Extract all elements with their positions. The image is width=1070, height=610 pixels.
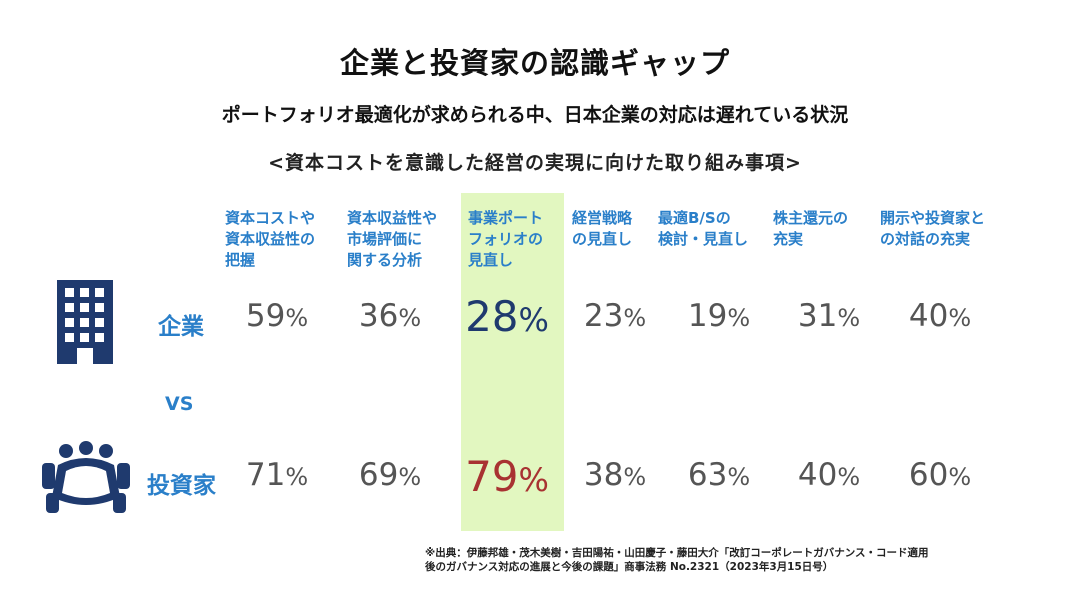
value-cell: 69% — [335, 457, 445, 493]
page-title: 企業と投資家の認識ギャップ — [339, 46, 730, 80]
column-header-line: 事業ポート — [468, 209, 544, 227]
value-number: 28 — [465, 292, 519, 341]
value-unit: % — [398, 304, 422, 332]
value-unit: % — [518, 461, 549, 499]
column-header: 資本コストや 資本収益性の 把握 — [225, 208, 315, 271]
column-header-line: 見直し — [468, 251, 514, 269]
value-unit: % — [837, 463, 861, 491]
column-header-line: 検討・見直し — [658, 230, 749, 248]
value-unit: % — [727, 304, 751, 332]
value-unit: % — [948, 463, 972, 491]
value-cell: 31% — [774, 298, 884, 334]
column-header-line: 資本収益性の — [225, 230, 316, 248]
column-header: 事業ポートフォリオの見直し — [468, 208, 543, 271]
column-header-line: 関する分析 — [347, 251, 423, 269]
value-number: 60 — [908, 457, 949, 493]
value-number: 23 — [583, 298, 624, 334]
value-number: 69 — [358, 457, 399, 493]
value-cell: 23% — [560, 298, 670, 334]
column-header-line: 最適B/Sの — [658, 209, 731, 227]
value-unit: % — [837, 304, 861, 332]
column-header: 開示や投資家と の対話の充実 — [880, 208, 985, 250]
column-header-line: 把握 — [225, 251, 256, 269]
value-unit: % — [623, 304, 647, 332]
column-header: 資本収益性や 市場評価に関する分析 — [347, 208, 437, 271]
row-label-investor: 投資家 — [147, 473, 216, 499]
value-number: 59 — [245, 298, 286, 334]
column-header-line: 資本収益性や — [347, 209, 438, 227]
value-unit: % — [285, 463, 309, 491]
value-cell: 40% — [774, 457, 884, 493]
column-header-line: 開示や投資家と — [880, 209, 986, 227]
column-header-line: 経営戦略 — [572, 209, 633, 227]
value-cell: 38% — [560, 457, 670, 493]
vs-label: VS — [165, 393, 194, 415]
footnote-line-2: 後のガバナンス対応の進展と今後の課題」商事法務 No.2321（2023年3月1… — [425, 561, 834, 573]
row-label-company: 企業 — [158, 314, 204, 340]
value-cell: 63% — [664, 457, 774, 493]
value-number: 63 — [687, 457, 728, 493]
value-cell: 71% — [222, 457, 332, 493]
value-unit: % — [285, 304, 309, 332]
value-cell: 28% — [452, 292, 562, 341]
value-unit: % — [518, 301, 549, 339]
highlight-column — [461, 193, 564, 531]
value-unit: % — [948, 304, 972, 332]
meeting-table-icon — [38, 441, 134, 519]
value-cell: 40% — [885, 298, 995, 334]
column-header-line: 充実 — [773, 230, 804, 248]
section-heading: <資本コストを意識した経営の実現に向けた取り組み事項> — [268, 152, 802, 174]
column-header-line: 株主還元の — [773, 209, 849, 227]
value-number: 40 — [908, 298, 949, 334]
value-number: 19 — [687, 298, 728, 334]
column-header: 株主還元の 充実 — [773, 208, 848, 250]
column-header-line: フォリオの — [468, 230, 544, 248]
value-cell: 60% — [885, 457, 995, 493]
value-number: 38 — [583, 457, 624, 493]
value-unit: % — [398, 463, 422, 491]
value-number: 36 — [358, 298, 399, 334]
column-header: 最適B/Sの 検討・見直し — [658, 208, 748, 250]
value-cell: 59% — [222, 298, 332, 334]
value-number: 31 — [797, 298, 838, 334]
office-building-icon — [55, 274, 115, 364]
value-number: 40 — [797, 457, 838, 493]
column-header: 経営戦略 の見直し — [572, 208, 632, 250]
column-header-line: 市場評価に — [347, 230, 423, 248]
value-cell: 36% — [335, 298, 445, 334]
value-number: 71 — [245, 457, 286, 493]
value-unit: % — [623, 463, 647, 491]
column-header-line: 資本コストや — [225, 209, 316, 227]
footnote-line-1: ※出典：伊藤邦雄・茂木美樹・吉田陽祐・山田慶子・藤田大介「改訂コーポレートガバナ… — [425, 547, 929, 559]
page-subtitle: ポートフォリオ最適化が求められる中、日本企業の対応は遅れている状況 — [221, 104, 849, 126]
value-number: 79 — [465, 452, 519, 501]
value-cell: 79% — [452, 452, 562, 501]
value-cell: 19% — [664, 298, 774, 334]
value-unit: % — [727, 463, 751, 491]
footnote: ※出典：伊藤邦雄・茂木美樹・吉田陽祐・山田慶子・藤田大介「改訂コーポレートガバナ… — [425, 546, 929, 574]
column-header-line: の対話の充実 — [880, 230, 971, 248]
column-header-line: の見直し — [572, 230, 633, 248]
